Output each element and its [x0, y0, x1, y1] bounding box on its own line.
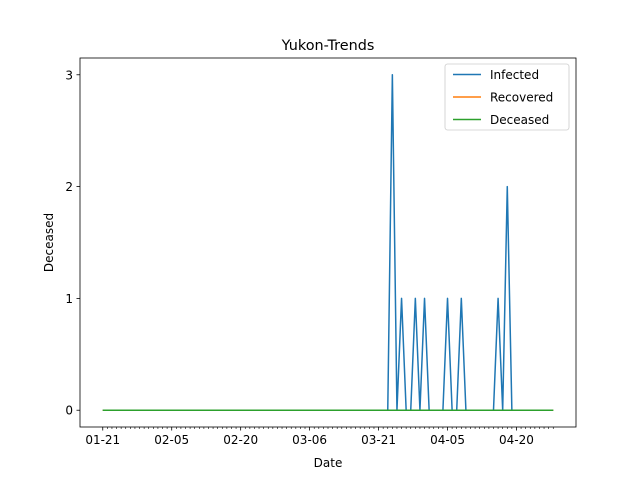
x-axis: 01-21 02-05 02-20 03-06 03-21 04-05 04-20: [85, 427, 554, 447]
x-tick-label: 03-21: [361, 433, 396, 447]
x-axis-label: Date: [314, 456, 343, 470]
y-tick-label: 1: [65, 292, 73, 306]
y-tick-label: 3: [65, 68, 73, 82]
x-tick-label: 04-20: [499, 433, 534, 447]
x-tick-label: 02-05: [154, 433, 189, 447]
plot-area: [102, 74, 554, 411]
y-axis: 0 1 2 3: [65, 68, 80, 418]
legend-label-infected: Infected: [490, 68, 539, 82]
y-axis-label: Deceased: [42, 213, 56, 272]
x-tick-label: 03-06: [292, 433, 327, 447]
y-tick-label: 2: [65, 180, 73, 194]
x-tick-label: 04-05: [430, 433, 465, 447]
legend-box: [444, 63, 570, 131]
x-tick-label: 02-20: [223, 433, 258, 447]
legend-label-deceased: Deceased: [490, 113, 549, 127]
legend-label-recovered: Recovered: [490, 91, 553, 105]
y-tick-label: 0: [65, 404, 73, 418]
chart-title: Yukon-Trends: [281, 38, 375, 54]
legend: Infected Recovered Deceased: [444, 63, 570, 131]
x-tick-label: 01-21: [85, 433, 120, 447]
